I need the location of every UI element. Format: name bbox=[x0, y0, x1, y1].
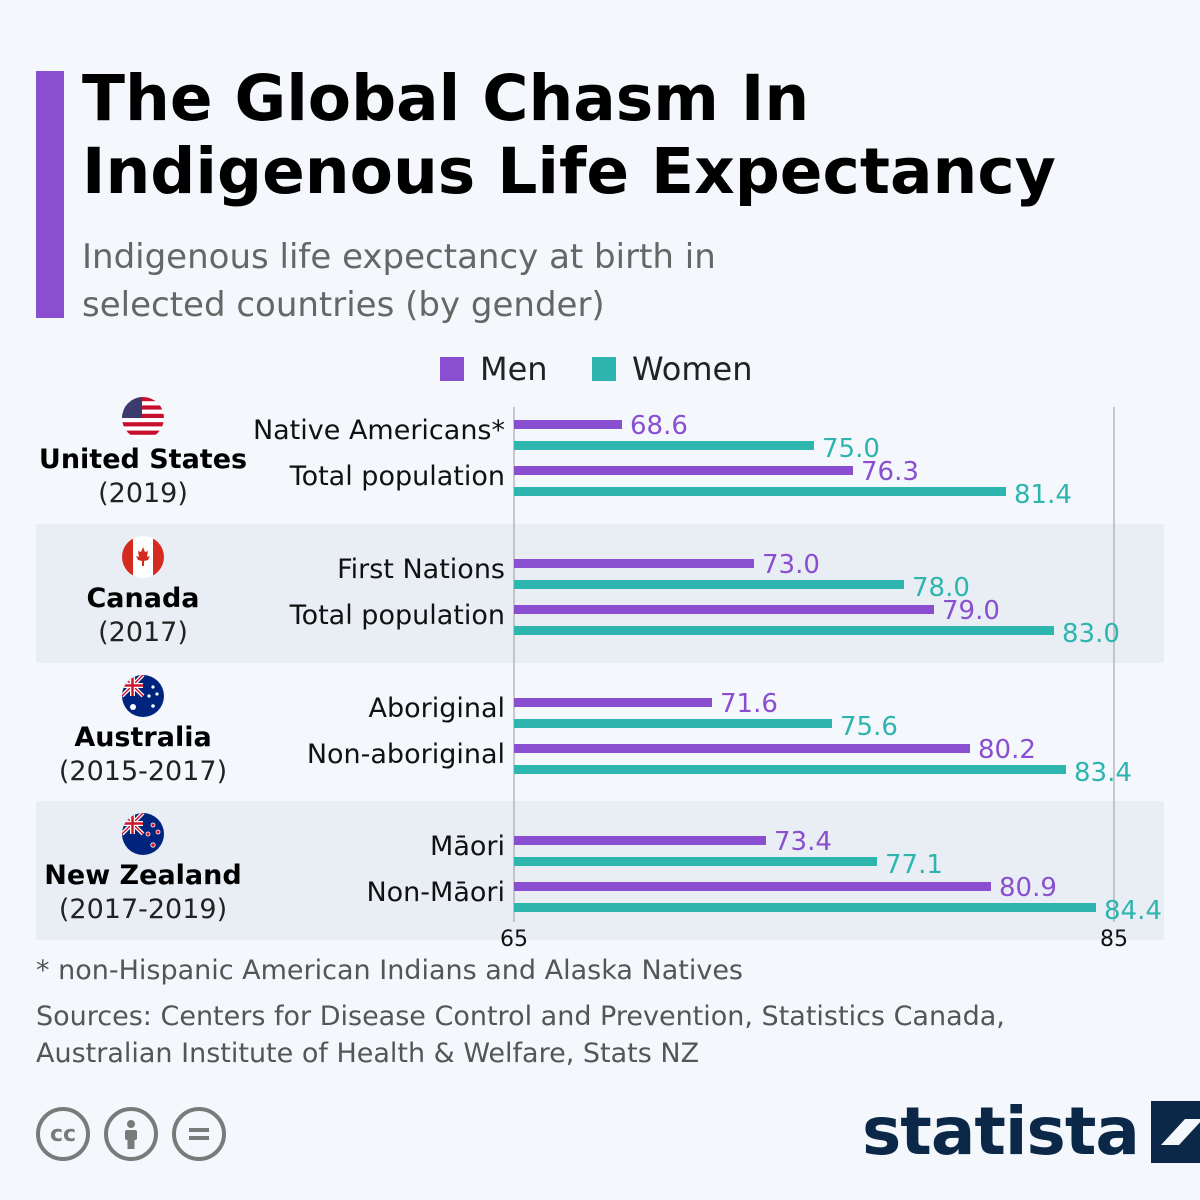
value-label-men: 80.2 bbox=[978, 735, 1036, 765]
country-canada: Canada (2017) bbox=[36, 536, 250, 650]
statista-logo[interactable]: statista bbox=[862, 1092, 1200, 1172]
nd-icon[interactable] bbox=[172, 1107, 226, 1161]
value-label-women: 83.0 bbox=[1062, 619, 1120, 649]
country-name: United States bbox=[38, 444, 248, 475]
category-label: Aboriginal bbox=[368, 693, 505, 724]
sources: Sources: Centers for Disease Control and… bbox=[36, 998, 1136, 1072]
value-label-men: 71.6 bbox=[720, 689, 778, 719]
value-label-women: 77.1 bbox=[885, 850, 943, 880]
by-icon[interactable] bbox=[104, 1107, 158, 1161]
bar-women bbox=[514, 441, 814, 450]
bar-men bbox=[514, 836, 766, 845]
statista-mark-icon bbox=[1150, 1101, 1200, 1163]
country-name: Canada bbox=[86, 583, 200, 614]
cc-icon[interactable]: cc bbox=[36, 1107, 90, 1161]
value-label-women: 81.4 bbox=[1014, 480, 1072, 510]
value-label-men: 73.4 bbox=[774, 827, 832, 857]
chart-title: The Global Chasm In Indigenous Life Expe… bbox=[82, 62, 1056, 208]
sources-line-2: Australian Institute of Health & Welfare… bbox=[36, 1038, 700, 1069]
bar-women bbox=[514, 487, 1006, 496]
us-flag-icon bbox=[122, 397, 164, 439]
new-zealand-flag-icon bbox=[122, 813, 164, 855]
value-label-women: 84.4 bbox=[1104, 896, 1162, 926]
legend-item-men: Men bbox=[440, 350, 548, 388]
country-period: (2015-2017) bbox=[58, 756, 228, 787]
legend-swatch-women bbox=[592, 357, 616, 381]
bar-women bbox=[514, 903, 1096, 912]
country-period: (2019) bbox=[98, 478, 188, 509]
bar-men bbox=[514, 698, 712, 707]
category-label: Total population bbox=[289, 461, 505, 492]
value-label-men: 80.9 bbox=[999, 873, 1057, 903]
category-label: Total population bbox=[289, 600, 505, 631]
legend-label-women: Women bbox=[632, 350, 753, 388]
value-label-women: 75.6 bbox=[840, 712, 898, 742]
license-icons: cc bbox=[36, 1107, 226, 1161]
value-label-men: 68.6 bbox=[630, 411, 688, 441]
bar-men bbox=[514, 559, 754, 568]
bar-men bbox=[514, 466, 853, 475]
country-name: Australia bbox=[74, 722, 212, 753]
legend-item-women: Women bbox=[592, 350, 752, 388]
bar-women bbox=[514, 626, 1054, 635]
country-period: (2017) bbox=[98, 617, 188, 648]
bar-women bbox=[514, 580, 904, 589]
cc-icon-label: cc bbox=[49, 1121, 77, 1147]
statista-wordmark: statista bbox=[862, 1093, 1140, 1170]
x-tick-label: 85 bbox=[1100, 927, 1128, 952]
value-label-women: 75.0 bbox=[822, 434, 880, 464]
value-label-men: 79.0 bbox=[942, 596, 1000, 626]
country-australia: Australia (2015-2017) bbox=[36, 675, 250, 789]
country-united-states: United States (2019) bbox=[36, 397, 250, 511]
country-period: (2017-2019) bbox=[58, 894, 228, 925]
value-label-women: 78.0 bbox=[912, 573, 970, 603]
bar-men bbox=[514, 882, 991, 891]
value-label-men: 73.0 bbox=[762, 550, 820, 580]
bar-women bbox=[514, 719, 832, 728]
band-new-zealand bbox=[36, 801, 1164, 940]
australia-flag-icon bbox=[122, 675, 164, 717]
value-label-women: 83.4 bbox=[1074, 758, 1132, 788]
category-label: Non-aboriginal bbox=[307, 739, 505, 770]
bar-men bbox=[514, 744, 970, 753]
x-tick-label: 65 bbox=[500, 927, 528, 952]
bar-women bbox=[514, 765, 1066, 774]
bar-men bbox=[514, 420, 622, 429]
chart-subtitle: Indigenous life expectancy at birth in s… bbox=[82, 237, 716, 325]
value-label-men: 76.3 bbox=[861, 457, 919, 487]
legend-label-men: Men bbox=[480, 350, 548, 388]
footnote: * non-Hispanic American Indians and Alas… bbox=[36, 955, 743, 986]
canada-flag-icon bbox=[122, 536, 164, 578]
category-label: First Nations bbox=[337, 554, 505, 585]
sources-line-1: Sources: Centers for Disease Control and… bbox=[36, 1001, 1005, 1032]
category-label: Māori bbox=[430, 831, 505, 862]
category-label: Non-Māori bbox=[366, 877, 505, 908]
legend-swatch-men bbox=[440, 357, 464, 381]
band-canada bbox=[36, 524, 1164, 663]
country-name: New Zealand bbox=[44, 860, 242, 891]
accent-bar bbox=[36, 71, 64, 318]
country-new-zealand: New Zealand (2017-2019) bbox=[36, 813, 250, 927]
category-label: Native Americans* bbox=[253, 415, 505, 446]
bar-men bbox=[514, 605, 934, 614]
bar-women bbox=[514, 857, 877, 866]
